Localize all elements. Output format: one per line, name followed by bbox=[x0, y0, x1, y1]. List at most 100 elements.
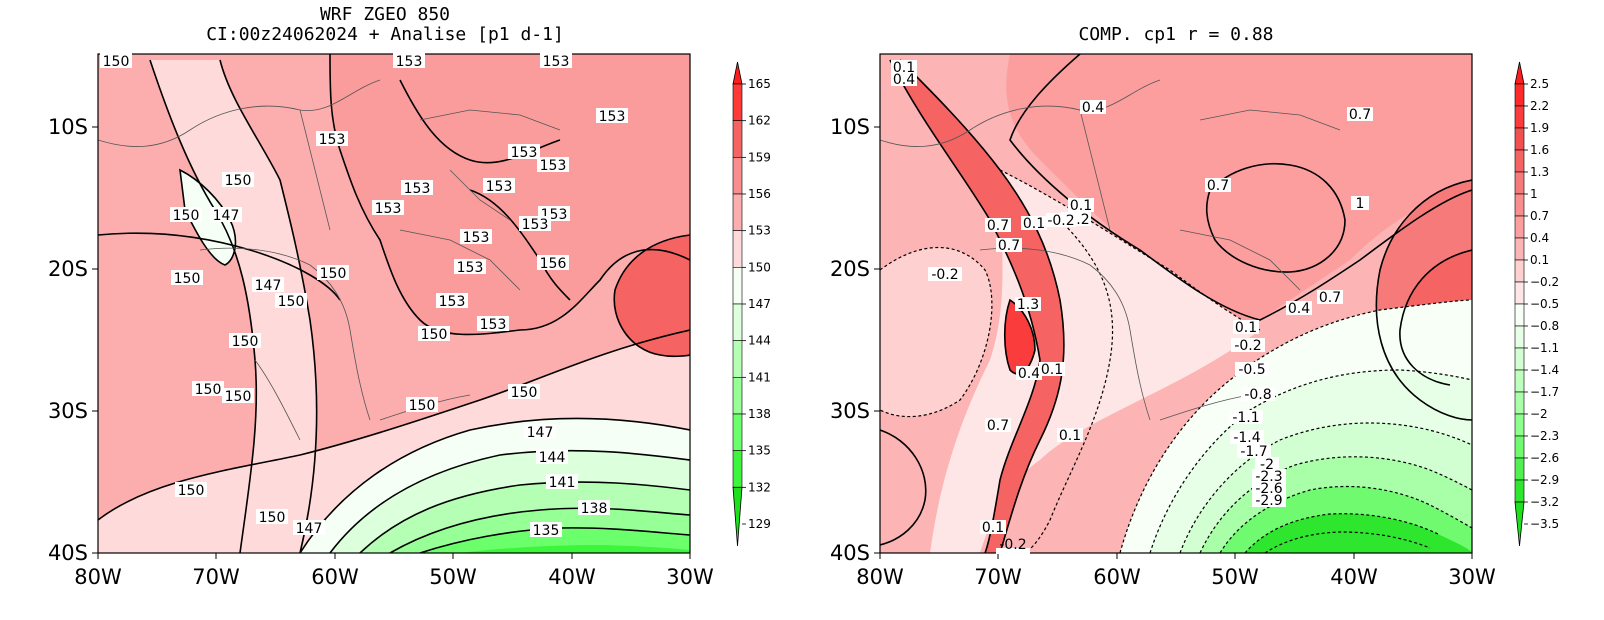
right-y-tick: 40S bbox=[830, 541, 870, 565]
svg-text:153: 153 bbox=[439, 294, 466, 310]
left-colorbar-swatch bbox=[732, 267, 743, 305]
left-contour-label: 153 bbox=[540, 53, 572, 70]
right-contour-label: -0.2 bbox=[996, 537, 1030, 554]
svg-text:147: 147 bbox=[527, 425, 554, 441]
svg-text:0.7: 0.7 bbox=[998, 238, 1020, 254]
left-contour-label: 153 bbox=[537, 157, 569, 174]
left-contour-label: 147 bbox=[210, 207, 242, 224]
right-colorbar-label: −0.5 bbox=[1530, 297, 1559, 311]
right-colorbar-label: 1.3 bbox=[1530, 165, 1549, 179]
left-x-tick: 40W bbox=[548, 565, 596, 589]
svg-text:-0.5: -0.5 bbox=[1238, 362, 1265, 378]
left-colorbar-label: 150 bbox=[748, 260, 771, 274]
left-colorbar-swatch bbox=[732, 120, 743, 158]
left-contour-label: 153 bbox=[316, 131, 348, 148]
right-y-tick: 10S bbox=[830, 115, 870, 139]
left-contour-label: 153 bbox=[454, 259, 486, 276]
right-contour-label: -0.8 bbox=[1241, 387, 1275, 403]
right-colorbar-swatch bbox=[1514, 325, 1525, 349]
left-contour-label: 150 bbox=[229, 333, 261, 350]
left-contour-label: 153 bbox=[596, 108, 628, 125]
svg-text:150: 150 bbox=[421, 327, 448, 343]
left-colorbar-label: 144 bbox=[748, 334, 771, 348]
right-contour-label: -0.5 bbox=[1235, 362, 1269, 378]
left-contour-label: 153 bbox=[519, 216, 551, 233]
right-contour-label: -2.9 bbox=[1252, 493, 1286, 509]
right-x-tick: 40W bbox=[1330, 565, 1378, 589]
svg-text:-1.4: -1.4 bbox=[1233, 430, 1260, 446]
left-x-tick: 60W bbox=[311, 565, 359, 589]
left-x-tick: 30W bbox=[666, 565, 714, 589]
svg-text:0.7: 0.7 bbox=[1207, 178, 1229, 194]
svg-text:153: 153 bbox=[543, 54, 570, 70]
left-contour-label: 138 bbox=[578, 500, 610, 517]
right-contour-label: 0.4 bbox=[1080, 100, 1106, 116]
right-colorbar-arrow-top bbox=[1514, 61, 1525, 85]
right-contour-label: 1.3 bbox=[1015, 297, 1041, 313]
svg-text:147: 147 bbox=[255, 278, 282, 294]
right-contour-label: 0.4 bbox=[1286, 301, 1312, 317]
right-contour-label: 0.1 bbox=[1057, 428, 1083, 444]
right-colorbar-swatch bbox=[1514, 193, 1525, 217]
left-colorbar-label: 153 bbox=[748, 224, 771, 238]
left-contour-label: 150 bbox=[170, 207, 202, 224]
svg-text:150: 150 bbox=[278, 294, 305, 310]
right-contour-label: -0.2 bbox=[1231, 338, 1265, 354]
right-colorbar-swatch bbox=[1514, 347, 1525, 371]
svg-text:150: 150 bbox=[320, 266, 347, 282]
left-contour-label: 153 bbox=[477, 316, 509, 333]
right-colorbar-arrow-bottom bbox=[1514, 501, 1525, 547]
left-colorbar-arrow-top bbox=[732, 61, 743, 85]
svg-text:153: 153 bbox=[457, 260, 484, 276]
right-colorbar: 2.5 2.2 1.9 1.6 1.3 1 0.7 0.4 0.1 −0.2 −0.5 −0.8 −1.… bbox=[1514, 61, 1559, 547]
right-colorbar-swatch bbox=[1514, 281, 1525, 305]
left-contour-label: 150 bbox=[222, 172, 254, 189]
svg-text:0.4: 0.4 bbox=[1288, 301, 1310, 317]
right-y-tick: 20S bbox=[830, 257, 870, 281]
left-colorbar-swatch bbox=[732, 377, 743, 415]
right-colorbar-swatch bbox=[1514, 369, 1525, 393]
left-contour-label: 150 bbox=[175, 482, 207, 499]
svg-text:-0.2: -0.2 bbox=[1234, 338, 1261, 354]
left-contour-label: 150 bbox=[418, 326, 450, 343]
right-colorbar-label: −1.7 bbox=[1530, 385, 1559, 399]
left-contour-labels: 150 153 153 153 153 153 153 153 153 153 … bbox=[100, 53, 628, 539]
left-contour-label: 147 bbox=[524, 424, 556, 441]
svg-text:0.7: 0.7 bbox=[987, 418, 1009, 434]
right-colorbar-swatch bbox=[1514, 149, 1525, 173]
right-contour-label: -0.2 bbox=[1046, 213, 1076, 229]
right-map-field bbox=[880, 54, 1472, 553]
right-colorbar-label: 2.2 bbox=[1530, 99, 1549, 113]
right-colorbar-label: 1.6 bbox=[1530, 143, 1549, 157]
right-contour-label: 0.1 bbox=[1233, 320, 1259, 336]
right-colorbar-label: −2.3 bbox=[1530, 429, 1559, 443]
right-contour-label: -1.1 bbox=[1229, 410, 1263, 426]
svg-text:141: 141 bbox=[549, 475, 576, 491]
right-colorbar-label: −0.8 bbox=[1530, 319, 1559, 333]
left-colorbar-label: 141 bbox=[748, 370, 771, 384]
right-contour-label: 1 bbox=[1351, 196, 1369, 212]
left-x-tick: 50W bbox=[429, 565, 477, 589]
right-colorbar-label: −2.6 bbox=[1530, 451, 1559, 465]
svg-text:150: 150 bbox=[259, 510, 286, 526]
right-y-tick: 30S bbox=[830, 399, 870, 423]
left-y-tick: 30S bbox=[48, 399, 88, 423]
left-contour-label: 156 bbox=[537, 255, 569, 272]
right-y-axis: 10S 20S 30S 40S bbox=[830, 115, 880, 565]
left-colorbar-label: 132 bbox=[748, 480, 771, 494]
left-title-line1: WRF ZGEO 850 bbox=[320, 4, 450, 25]
left-colorbar: 165 162 159 156 153 150 147 144 141 138 135 132 129 bbox=[732, 61, 771, 547]
left-contour-label: 153 bbox=[460, 229, 492, 246]
svg-text:153: 153 bbox=[396, 54, 423, 70]
left-colorbar-swatch bbox=[732, 157, 743, 195]
left-contour-label: 144 bbox=[536, 449, 568, 466]
right-colorbar-swatch bbox=[1514, 303, 1525, 327]
svg-text:150: 150 bbox=[225, 173, 252, 189]
svg-text:0.1: 0.1 bbox=[1235, 320, 1257, 336]
svg-text:-1.1: -1.1 bbox=[1232, 410, 1259, 426]
left-contour-label: 135 bbox=[530, 522, 562, 539]
right-map-frame bbox=[879, 53, 1473, 554]
right-colorbar-swatch bbox=[1514, 83, 1525, 107]
right-colorbar-swatch bbox=[1514, 171, 1525, 195]
left-contour-label: 141 bbox=[546, 474, 578, 491]
